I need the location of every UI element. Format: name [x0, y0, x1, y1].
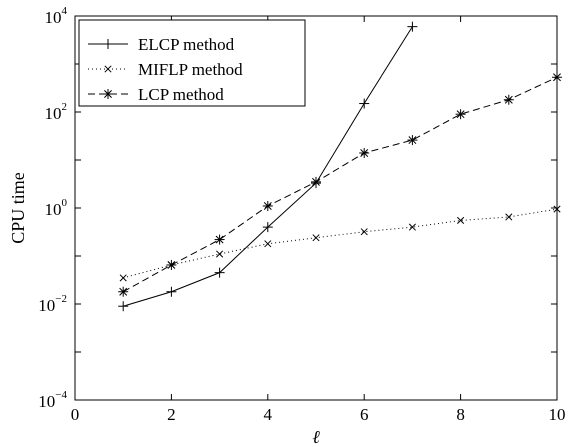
y-tick-label: 10−2: [38, 293, 67, 315]
data-point: [457, 216, 465, 225]
legend-box: [78, 19, 306, 107]
x-tick-label: 4: [264, 405, 273, 424]
data-point: [407, 135, 418, 146]
series-line: [123, 208, 558, 279]
data-point: [119, 274, 127, 282]
y-tick-label: 100: [45, 197, 68, 219]
legend-marker: [103, 89, 113, 99]
x-tick-label: 8: [456, 405, 465, 424]
y-tick-label: 104: [45, 5, 68, 27]
data-point: [359, 98, 370, 109]
data-point: [264, 240, 272, 248]
data-point: [408, 223, 416, 231]
data-point: [312, 234, 320, 242]
x-tick-label: 6: [360, 405, 369, 424]
y-tick-label: 10−4: [38, 389, 67, 411]
legend: ELCP method MIFLP method LCP method: [78, 19, 306, 107]
series-layer: [118, 21, 562, 312]
series-line: [122, 76, 558, 293]
y-axis-label: CPU time: [8, 172, 28, 244]
series-lcp-method: [118, 72, 562, 297]
legend-marker: [104, 65, 112, 73]
data-point: [359, 147, 370, 158]
data-point: [262, 222, 273, 233]
y-tick-label: 102: [45, 101, 68, 123]
data-point: [455, 109, 466, 120]
data-point: [118, 286, 129, 297]
legend-marker: [103, 39, 113, 49]
data-point: [118, 301, 129, 312]
data-point: [166, 286, 177, 297]
x-tick-label: 2: [167, 405, 176, 424]
data-point: [407, 21, 418, 32]
x-tick-label: 0: [71, 405, 80, 424]
data-point: [214, 267, 225, 278]
axis-ticks: 0 2 4 6 8 10 104 102 100 10−2 10−4: [38, 5, 565, 424]
data-point: [360, 228, 368, 236]
x-axis-label: ℓ: [312, 427, 320, 447]
legend-label: MIFLP method: [138, 60, 243, 79]
data-point: [311, 176, 321, 187]
data-point: [216, 250, 224, 258]
data-point: [262, 201, 273, 212]
data-point: [503, 94, 514, 105]
data-point: [166, 259, 177, 270]
x-tick-label: 10: [549, 405, 566, 424]
data-point: [214, 234, 225, 245]
data-point: [505, 213, 513, 221]
legend-label: LCP method: [138, 85, 224, 104]
series-miflp-method: [119, 205, 561, 282]
legend-label: ELCP method: [138, 35, 235, 54]
